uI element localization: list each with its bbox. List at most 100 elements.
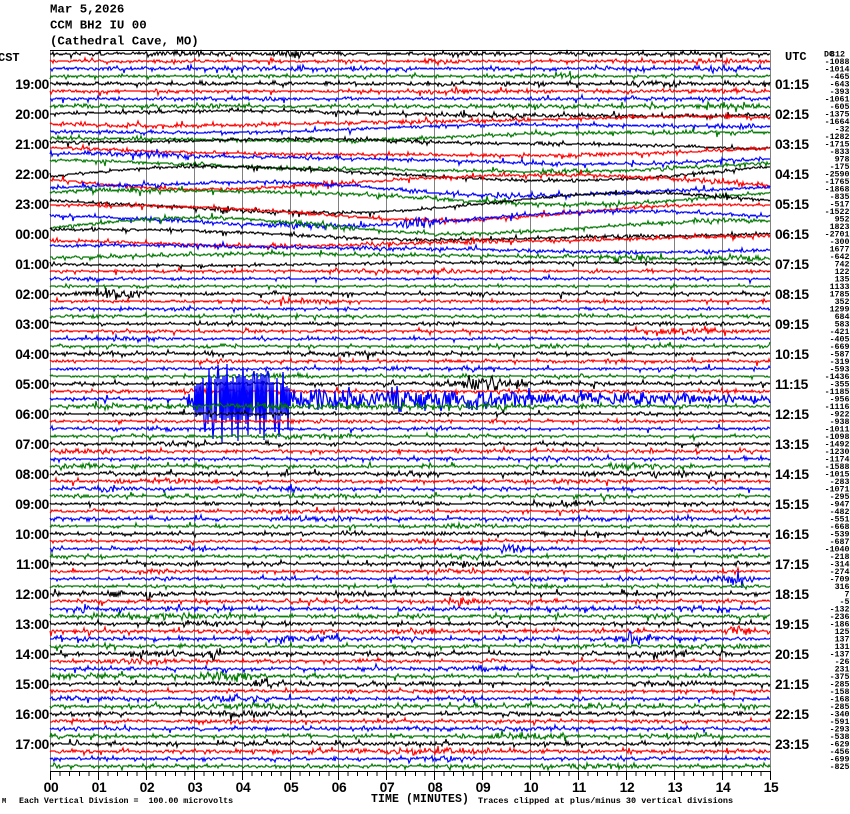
svg-text:122: 122	[835, 268, 850, 277]
svg-text:13:00: 13:00	[15, 617, 49, 632]
svg-text:-1040: -1040	[825, 546, 850, 555]
svg-text:06:15: 06:15	[775, 227, 809, 242]
svg-text:-465: -465	[830, 73, 850, 82]
svg-text:16:00: 16:00	[15, 707, 49, 722]
svg-text:131: 131	[835, 643, 850, 652]
svg-text:-1116: -1116	[825, 403, 850, 412]
svg-text:01:15: 01:15	[775, 77, 809, 92]
svg-text:-1230: -1230	[825, 448, 850, 457]
svg-text:09:00: 09:00	[15, 497, 49, 512]
svg-text:M: M	[2, 798, 6, 806]
svg-text:-587: -587	[830, 351, 850, 360]
svg-text:-1664: -1664	[825, 118, 850, 127]
svg-text:15: 15	[764, 780, 779, 795]
svg-text:-1088: -1088	[825, 58, 850, 67]
svg-text:1299: 1299	[830, 306, 850, 315]
svg-text:-482: -482	[830, 508, 850, 517]
svg-text:-285: -285	[830, 703, 850, 712]
svg-text:Each Vertical Division = 100.: Each Vertical Division = 100.00 microvol…	[19, 796, 233, 806]
svg-text:-314: -314	[830, 561, 850, 570]
svg-text:14: 14	[716, 780, 731, 795]
svg-text:-1715: -1715	[825, 141, 850, 150]
svg-text:10:00: 10:00	[15, 527, 49, 542]
svg-text:-26: -26	[835, 658, 850, 667]
svg-text:-947: -947	[830, 501, 850, 510]
svg-text:CCM BH2 IU 00: CCM BH2 IU 00	[50, 19, 147, 33]
svg-text:13:15: 13:15	[775, 437, 809, 452]
svg-text:18:15: 18:15	[775, 587, 809, 602]
svg-text:1823: 1823	[830, 223, 850, 232]
svg-text:-1282: -1282	[825, 133, 850, 142]
svg-text:05:00: 05:00	[15, 377, 49, 392]
svg-text:-938: -938	[830, 418, 850, 427]
svg-text:-833: -833	[830, 148, 850, 157]
svg-text:-300: -300	[830, 238, 850, 247]
svg-text:-1098: -1098	[825, 433, 850, 442]
svg-text:-1174: -1174	[825, 456, 850, 465]
svg-text:-295: -295	[830, 493, 850, 502]
svg-text:-669: -669	[830, 343, 850, 352]
svg-text:-319: -319	[830, 358, 850, 367]
svg-text:22:15: 22:15	[775, 707, 809, 722]
svg-text:-355: -355	[830, 381, 850, 390]
svg-text:952: 952	[835, 216, 850, 225]
svg-text:Mar 5,2026: Mar 5,2026	[50, 3, 124, 17]
svg-text:-132: -132	[830, 606, 850, 615]
svg-text:15:15: 15:15	[775, 497, 809, 512]
svg-text:DC: DC	[824, 51, 834, 60]
svg-text:-2701: -2701	[825, 231, 850, 240]
svg-text:-158: -158	[830, 688, 850, 697]
svg-text:08:15: 08:15	[775, 287, 809, 302]
svg-text:-1588: -1588	[825, 463, 850, 472]
svg-text:01:00: 01:00	[15, 257, 49, 272]
svg-text:02: 02	[140, 780, 155, 795]
svg-text:-1014: -1014	[825, 66, 850, 75]
svg-text:-629: -629	[830, 741, 850, 750]
svg-text:02:00: 02:00	[15, 287, 49, 302]
svg-text:742: 742	[835, 261, 850, 270]
svg-text:-551: -551	[830, 516, 850, 525]
svg-text:15:00: 15:00	[15, 677, 49, 692]
svg-text:06: 06	[332, 780, 347, 795]
svg-text:12:00: 12:00	[15, 587, 49, 602]
svg-text:01: 01	[92, 780, 107, 795]
svg-text:684: 684	[835, 313, 850, 322]
svg-text:-642: -642	[830, 253, 850, 262]
svg-text:21:00: 21:00	[15, 137, 49, 152]
svg-text:-643: -643	[830, 81, 850, 90]
svg-text:1677: 1677	[830, 246, 850, 255]
svg-text:-405: -405	[830, 336, 850, 345]
svg-text:11: 11	[572, 780, 587, 795]
svg-text:-1011: -1011	[825, 426, 850, 435]
svg-text:-1071: -1071	[825, 486, 850, 495]
svg-text:05:15: 05:15	[775, 197, 809, 212]
svg-text:-137: -137	[830, 651, 850, 660]
svg-text:07: 07	[380, 780, 395, 795]
svg-text:00: 00	[44, 780, 59, 795]
svg-text:09:15: 09:15	[775, 317, 809, 332]
svg-text:1133: 1133	[830, 283, 850, 292]
svg-text:17:15: 17:15	[775, 557, 809, 572]
svg-text:-2590: -2590	[825, 171, 850, 180]
svg-text:-168: -168	[830, 696, 850, 705]
svg-text:-175: -175	[830, 163, 850, 172]
svg-text:-605: -605	[830, 103, 850, 112]
svg-text:-236: -236	[830, 613, 850, 622]
svg-text:11:00: 11:00	[16, 557, 50, 572]
svg-text:02:15: 02:15	[775, 107, 809, 122]
svg-text:-32: -32	[835, 126, 850, 135]
svg-text:19:15: 19:15	[775, 617, 809, 632]
svg-text:-186: -186	[830, 621, 850, 630]
svg-text:12: 12	[620, 780, 635, 795]
svg-text:-668: -668	[830, 523, 850, 532]
svg-text:07:00: 07:00	[15, 437, 49, 452]
svg-text:978: 978	[835, 156, 850, 165]
svg-text:1785: 1785	[830, 291, 850, 300]
svg-text:-1061: -1061	[825, 96, 850, 105]
svg-text:137: 137	[835, 636, 850, 645]
svg-text:14:00: 14:00	[15, 647, 49, 662]
svg-text:00:00: 00:00	[15, 227, 49, 242]
svg-text:812: 812	[830, 51, 845, 60]
svg-text:08:00: 08:00	[15, 467, 49, 482]
svg-text:10:15: 10:15	[775, 347, 809, 362]
